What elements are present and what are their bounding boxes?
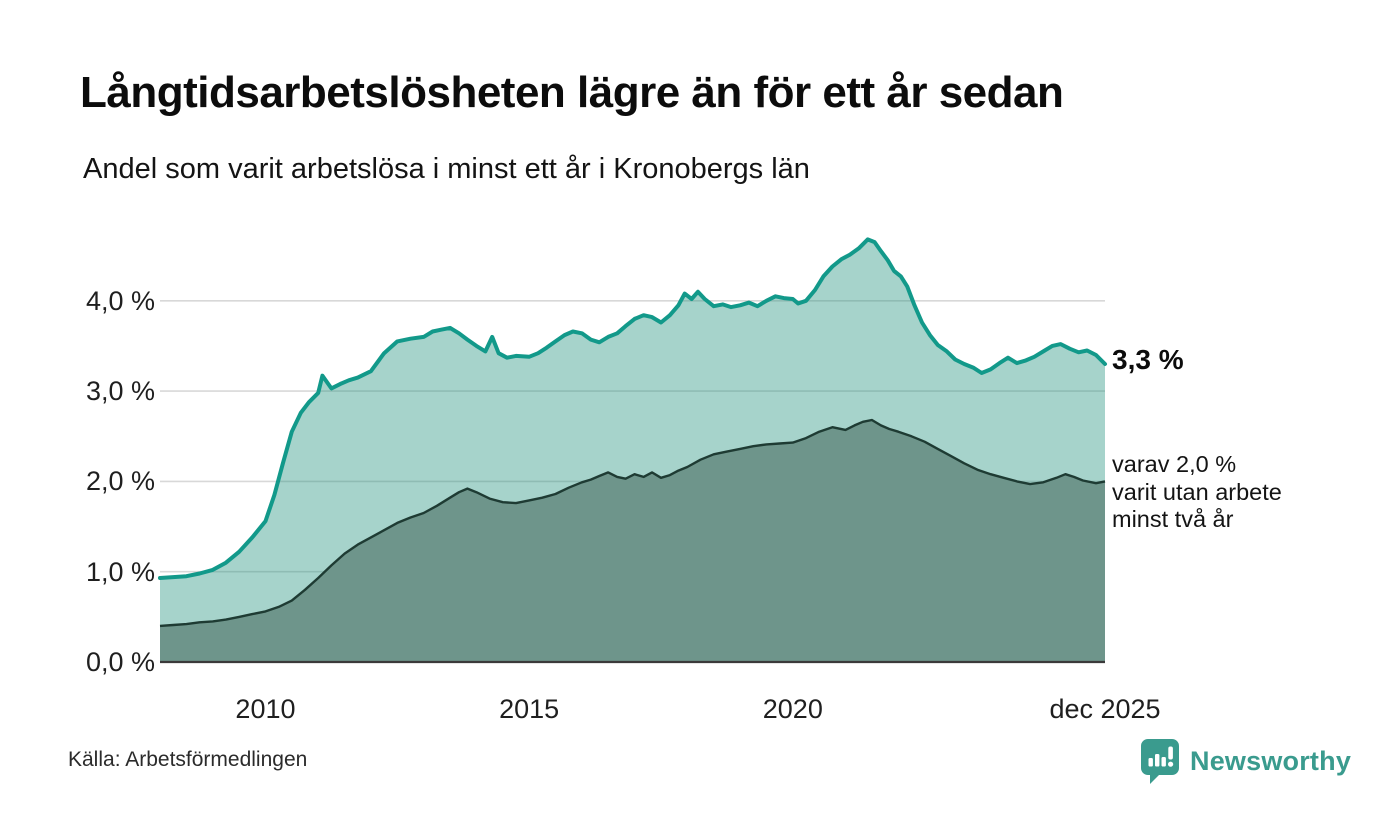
chart-subtitle: Andel som varit arbetslösa i minst ett å… xyxy=(83,153,810,185)
x-axis-tick-2010: 2010 xyxy=(235,694,296,724)
line-unemployed-two-years xyxy=(159,418,1106,628)
newsworthy-bubble-chart-icon xyxy=(1140,738,1180,785)
newsworthy-logo: Newsworthy xyxy=(1140,736,1351,786)
newsworthy-wordmark: Newsworthy xyxy=(1190,745,1352,776)
y-axis-tick-4: 4,0 % xyxy=(85,285,155,316)
line-unemployed-one-year xyxy=(158,237,1107,580)
secondary-series-annotation: varav 2,0 % varit utan arbete minst två … xyxy=(1112,451,1282,534)
chart-title: Långtidsarbetslösheten lägre än för ett … xyxy=(80,68,1064,117)
x-axis-tick-2015: 2015 xyxy=(499,694,560,724)
source-attribution: Källa: Arbetsförmedlingen xyxy=(68,748,308,771)
secondary-annotation-line-2: varit utan arbete xyxy=(1112,478,1282,505)
latest-total-value-label: 3,3 % xyxy=(1112,344,1184,375)
y-axis-tick-3: 3,0 % xyxy=(85,376,155,407)
secondary-annotation-line-3: minst två år xyxy=(1112,506,1234,532)
x-axis-tick-dec-2025: dec 2025 xyxy=(1049,694,1161,724)
area-unemployed-two-years xyxy=(160,420,1105,662)
y-axis-tick-1: 1,0 % xyxy=(85,556,155,587)
y-axis-tick-2: 2,0 % xyxy=(85,466,155,497)
x-axis-tick-2020: 2020 xyxy=(762,694,823,724)
y-axis-tick-0: 0,0 % xyxy=(85,647,155,677)
secondary-annotation-line-1: varav 2,0 % xyxy=(1112,451,1237,477)
